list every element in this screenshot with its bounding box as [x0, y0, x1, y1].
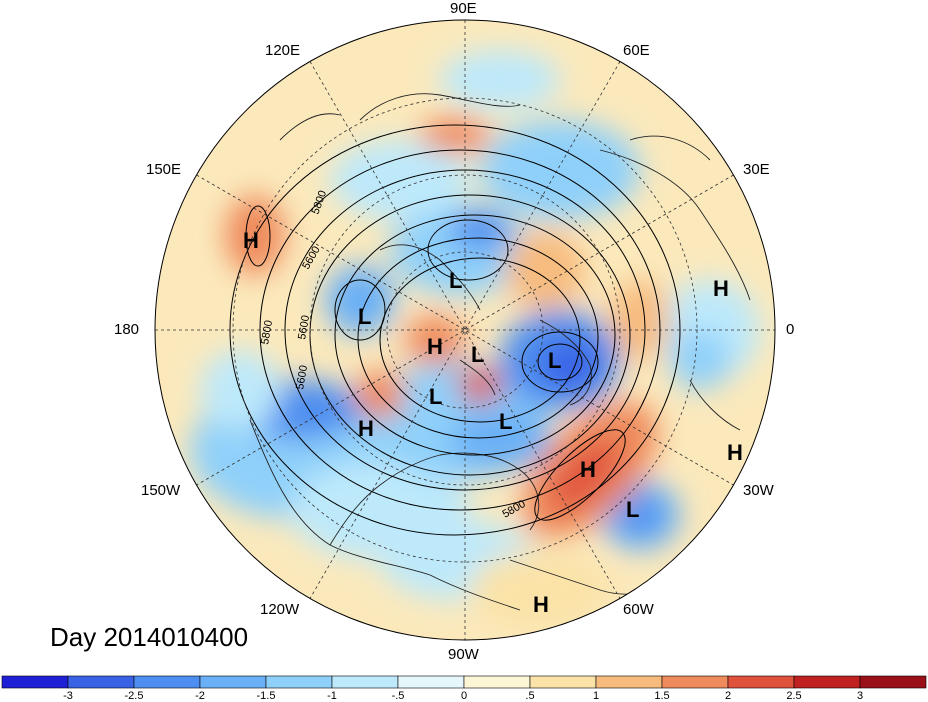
map-boundary [154, 19, 776, 641]
longitude-label: 0 [786, 321, 794, 338]
high-pressure-marker: H [358, 416, 374, 441]
low-pressure-marker: L [626, 497, 639, 522]
longitude-label: 150W [141, 482, 181, 499]
colorbar-tick-label: .5 [525, 690, 534, 702]
longitude-label: 90E [450, 0, 477, 17]
colorbar-tick-label: 0 [461, 690, 467, 702]
colorbar-tick-label: 2 [725, 690, 731, 702]
colorbar-tick-label: -2.5 [125, 690, 144, 702]
high-pressure-marker: H [713, 276, 729, 301]
graticule [155, 20, 775, 640]
colorbar-swatch [331, 675, 399, 689]
colorbar-tick-label: -.5 [392, 690, 405, 702]
longitude-label: 60W [623, 601, 655, 618]
low-pressure-marker: L [449, 268, 462, 293]
colorbar-swatch [859, 675, 927, 689]
high-pressure-marker: H [427, 334, 443, 359]
longitude-label: 30E [743, 161, 770, 178]
colorbar-tick-label: 2.5 [786, 690, 801, 702]
longitude-label: 90W [448, 646, 480, 663]
colorbar-swatch [1, 675, 69, 689]
contour-label: 5600 [294, 364, 310, 390]
high-pressure-marker: H [727, 440, 743, 465]
colorbar-tick-label: -3 [63, 690, 73, 702]
colorbar-swatch [463, 675, 531, 689]
colorbar-tick-label: 1.5 [654, 690, 669, 702]
map-title: Day 2014010400 [50, 622, 248, 652]
low-pressure-marker: L [358, 304, 371, 329]
colorbar-swatch [67, 675, 135, 689]
colorbar-tick-label: -1 [327, 690, 337, 702]
colorbar: -3 -2.5 -2 -1.5 -1 -.5 0 .5 1 1.5 2 2.5 3 [1, 675, 927, 702]
colorbar-swatch [529, 675, 597, 689]
longitude-labels: 90E 60E 30E 0 30W 60W 90W 120W 150W 180 … [114, 0, 794, 663]
low-pressure-marker: L [548, 348, 561, 373]
low-pressure-marker: L [499, 409, 512, 434]
colorbar-tick-label: 3 [857, 690, 863, 702]
colorbar-swatch [265, 675, 333, 689]
colorbar-tick-label: -2 [195, 690, 205, 702]
low-pressure-marker: L [429, 384, 442, 409]
pressure-centers: H L L H H L L L L H H H L H [243, 228, 743, 617]
longitude-label: 60E [623, 42, 650, 59]
longitude-label: 120E [265, 42, 300, 59]
contour-label: 5800 [259, 319, 275, 345]
longitude-label: 120W [260, 601, 300, 618]
colorbar-swatch [199, 675, 267, 689]
longitude-label: 150E [146, 161, 181, 178]
colorbar-swatch [793, 675, 861, 689]
high-pressure-marker: H [533, 592, 549, 617]
colorbar-swatch [397, 675, 465, 689]
colorbar-swatch [727, 675, 795, 689]
colorbar-swatch [661, 675, 729, 689]
longitude-label: 180 [114, 321, 139, 338]
colorbar-swatch [133, 675, 201, 689]
high-pressure-marker: H [243, 228, 259, 253]
colorbar-tick-label: 1 [593, 690, 599, 702]
longitude-label: 30W [743, 482, 775, 499]
high-pressure-marker: H [580, 457, 596, 482]
colorbar-swatch [595, 675, 663, 689]
colorbar-tick-label: -1.5 [257, 690, 276, 702]
low-pressure-marker: L [471, 342, 484, 367]
contour-label: 5600 [296, 314, 312, 340]
